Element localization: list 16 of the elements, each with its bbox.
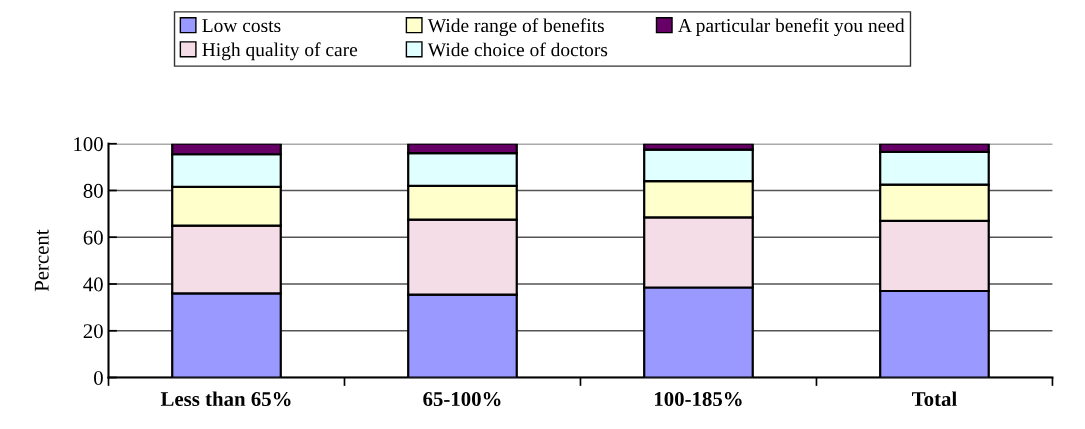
legend-label: Wide choice of doctors	[427, 42, 608, 57]
y-tick-label: 20	[83, 324, 103, 339]
legend-label: High quality of care	[202, 42, 358, 61]
y-tick-label: 100	[74, 137, 103, 152]
x-tick-label: Total	[912, 391, 957, 407]
y-tick-label: 40	[83, 277, 103, 292]
x-tick-label: 100-185%	[655, 392, 742, 407]
legend-label: Wide range of benefits	[427, 18, 604, 37]
y-axis-title: Percent	[34, 229, 49, 292]
legend-label: Low costs	[202, 19, 281, 33]
y-tick-label: 80	[83, 183, 103, 198]
legend-label: A particular benefit you need	[678, 18, 905, 37]
x-tick-label: 65-100%	[423, 392, 501, 407]
x-tick-label: Less than 65%	[160, 391, 291, 407]
y-tick-label: 0	[94, 370, 103, 385]
y-tick-label: 60	[83, 230, 103, 245]
